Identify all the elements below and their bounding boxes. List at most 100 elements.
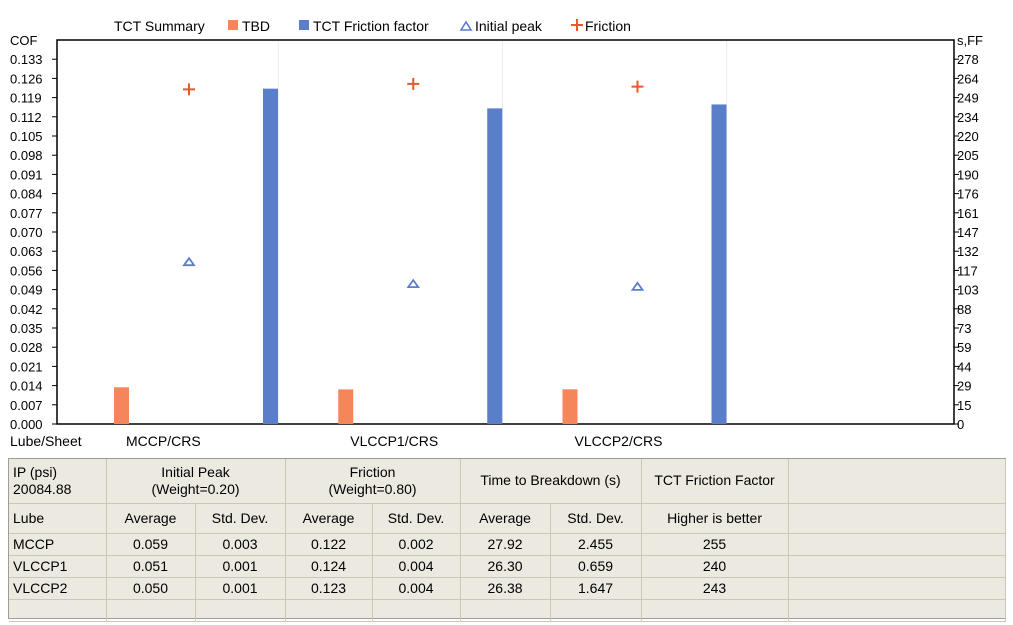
ttb-avg-cell: 26.30 bbox=[460, 555, 551, 578]
left-tick-label: 0.049 bbox=[10, 283, 43, 298]
fr-avg-cell: 0.122 bbox=[285, 533, 373, 556]
right-tick-label: 205 bbox=[957, 148, 979, 163]
right-tick-label: 103 bbox=[957, 283, 979, 298]
right-tick-label: 176 bbox=[957, 187, 979, 202]
bar-tct-friction-factor bbox=[711, 104, 727, 424]
fr-sd-cell: 0.004 bbox=[372, 577, 461, 600]
left-tick-label: 0.126 bbox=[10, 71, 43, 86]
left-tick-label: 0.056 bbox=[10, 263, 43, 278]
marker-initial-peak bbox=[182, 256, 196, 267]
bar-tct-friction-factor bbox=[263, 88, 278, 424]
left-axis: 0.000 0.007 0.014 0.021 0.028 0.035 0.042 0.049… bbox=[10, 52, 57, 432]
ip-sd-cell: 0.003 bbox=[195, 533, 286, 556]
left-tick-label: 0.098 bbox=[10, 148, 43, 163]
gridlines bbox=[277, 41, 728, 423]
tct-cell: 240 bbox=[641, 555, 789, 578]
right-tick-label: 278 bbox=[957, 52, 979, 67]
table-row-empty bbox=[9, 599, 1006, 622]
lube-cell: MCCP bbox=[9, 533, 107, 556]
fr-average-subheader: Average bbox=[285, 503, 373, 534]
ip-avg-cell: 0.059 bbox=[106, 533, 196, 556]
ip-avg-cell: 0.050 bbox=[106, 577, 196, 600]
tct-cell: 243 bbox=[641, 577, 789, 600]
right-tick-label: 234 bbox=[957, 110, 979, 125]
friction-title: Friction bbox=[349, 463, 396, 480]
table-row[interactable]: VLCCP1 0.051 0.001 0.124 0.004 26.30 0.6… bbox=[9, 555, 1006, 578]
fr-avg-cell: 0.124 bbox=[285, 555, 373, 578]
legend-item: Initial peak bbox=[459, 18, 543, 34]
ip-avg-cell: 0.051 bbox=[106, 555, 196, 578]
tct-cell: 255 bbox=[641, 533, 789, 556]
blank-cell bbox=[788, 577, 1006, 600]
ip-sd-cell: 0.001 bbox=[195, 577, 286, 600]
x-axis-label: Lube/Sheet bbox=[10, 433, 82, 449]
left-tick-label: 0.105 bbox=[10, 129, 43, 144]
initial-peak-header: Initial Peak (Weight=0.20) bbox=[106, 459, 286, 504]
right-tick-label: 190 bbox=[957, 167, 979, 182]
right-tick-label: 29 bbox=[957, 379, 971, 394]
right-tick-label: 88 bbox=[957, 302, 971, 317]
category-labels: MCCP/CRS VLCCP1/CRS VLCCP2/CRS bbox=[126, 433, 662, 449]
fr-sd-cell: 0.004 bbox=[372, 555, 461, 578]
left-tick-label: 0.042 bbox=[10, 302, 43, 317]
friction-weight: (Weight=0.80) bbox=[328, 480, 417, 497]
marker-initial-peak bbox=[630, 281, 645, 291]
legend-label: TBD bbox=[242, 18, 270, 34]
legend-swatch bbox=[459, 20, 473, 31]
right-tick-label: 161 bbox=[957, 206, 979, 221]
ip-value: 20084.88 bbox=[13, 480, 72, 497]
left-tick-label: 0.063 bbox=[10, 244, 43, 259]
left-tick-label: 0.112 bbox=[10, 110, 42, 125]
left-tick-label: 0.007 bbox=[10, 398, 43, 413]
table-row[interactable]: MCCP 0.059 0.003 0.122 0.002 27.92 2.455… bbox=[9, 533, 1006, 556]
legend-label: Friction bbox=[585, 18, 631, 34]
y-axis-label: COF bbox=[10, 33, 38, 48]
ttb-sd-cell: 1.647 bbox=[550, 577, 642, 600]
bar-tbd bbox=[114, 387, 129, 424]
blank-cell bbox=[788, 533, 1006, 556]
ip-stddev-subheader: Std. Dev. bbox=[195, 503, 286, 534]
legend-item: Friction bbox=[571, 18, 631, 34]
right-tick-label: 117 bbox=[957, 263, 978, 278]
blank-header bbox=[788, 459, 1006, 504]
right-tick-label: 73 bbox=[957, 321, 971, 336]
marker-friction bbox=[407, 77, 420, 90]
table-row[interactable]: VLCCP2 0.050 0.001 0.123 0.004 26.38 1.6… bbox=[9, 577, 1006, 600]
bar-tbd bbox=[562, 389, 578, 424]
initial-peak-title: Initial Peak bbox=[161, 463, 230, 480]
legend-label: Initial peak bbox=[475, 18, 543, 34]
marker-friction bbox=[631, 80, 644, 93]
table-header-row: IP (psi) 20084.88 Initial Peak (Weight=0… bbox=[9, 459, 1006, 504]
ttb-avg-cell: 26.38 bbox=[460, 577, 551, 600]
right-tick-label: 44 bbox=[957, 359, 971, 374]
legend-label: TCT Friction factor bbox=[313, 18, 429, 34]
blank-cell bbox=[788, 555, 1006, 578]
right-axis: 0 15 29 44 59 73 88 103 117 132 147 161 176 190 205 220… bbox=[954, 52, 979, 432]
ttb-stddev-subheader: Std. Dev. bbox=[550, 503, 642, 534]
left-tick-label: 0.021 bbox=[10, 359, 43, 374]
fr-avg-cell: 0.123 bbox=[285, 577, 373, 600]
ttb-header: Time to Breakdown (s) bbox=[460, 459, 642, 504]
y2-axis-label: s,FF bbox=[957, 33, 983, 48]
left-tick-label: 0.070 bbox=[10, 225, 43, 240]
left-tick-label: 0.077 bbox=[10, 206, 43, 221]
right-tick-label: 15 bbox=[957, 398, 971, 413]
initial-peak-weight: (Weight=0.20) bbox=[151, 480, 240, 497]
bar-tct-friction-factor bbox=[487, 108, 503, 425]
legend-swatch bbox=[228, 20, 238, 30]
category-label: MCCP/CRS bbox=[126, 433, 201, 449]
ip-header-cell: IP (psi) 20084.88 bbox=[9, 459, 107, 504]
legend: TBD TCT Friction factor Initial peak Fricti… bbox=[228, 18, 631, 34]
table-subheader-row: Lube Average Std. Dev. Average Std. Dev.… bbox=[9, 503, 1006, 534]
summary-table-panel: IP (psi) 20084.88 Initial Peak (Weight=0… bbox=[8, 458, 1006, 622]
lube-subheader: Lube bbox=[9, 503, 107, 534]
ip-average-subheader: Average bbox=[106, 503, 196, 534]
summary-table: IP (psi) 20084.88 Initial Peak (Weight=0… bbox=[9, 459, 1006, 622]
fr-sd-cell: 0.002 bbox=[372, 533, 461, 556]
ip-label: IP (psi) bbox=[13, 463, 58, 480]
lube-cell: VLCCP2 bbox=[9, 577, 107, 600]
bars bbox=[114, 88, 727, 425]
fr-stddev-subheader: Std. Dev. bbox=[372, 503, 461, 534]
blank-subheader bbox=[788, 503, 1006, 534]
ttb-avg-cell: 27.92 bbox=[460, 533, 551, 556]
